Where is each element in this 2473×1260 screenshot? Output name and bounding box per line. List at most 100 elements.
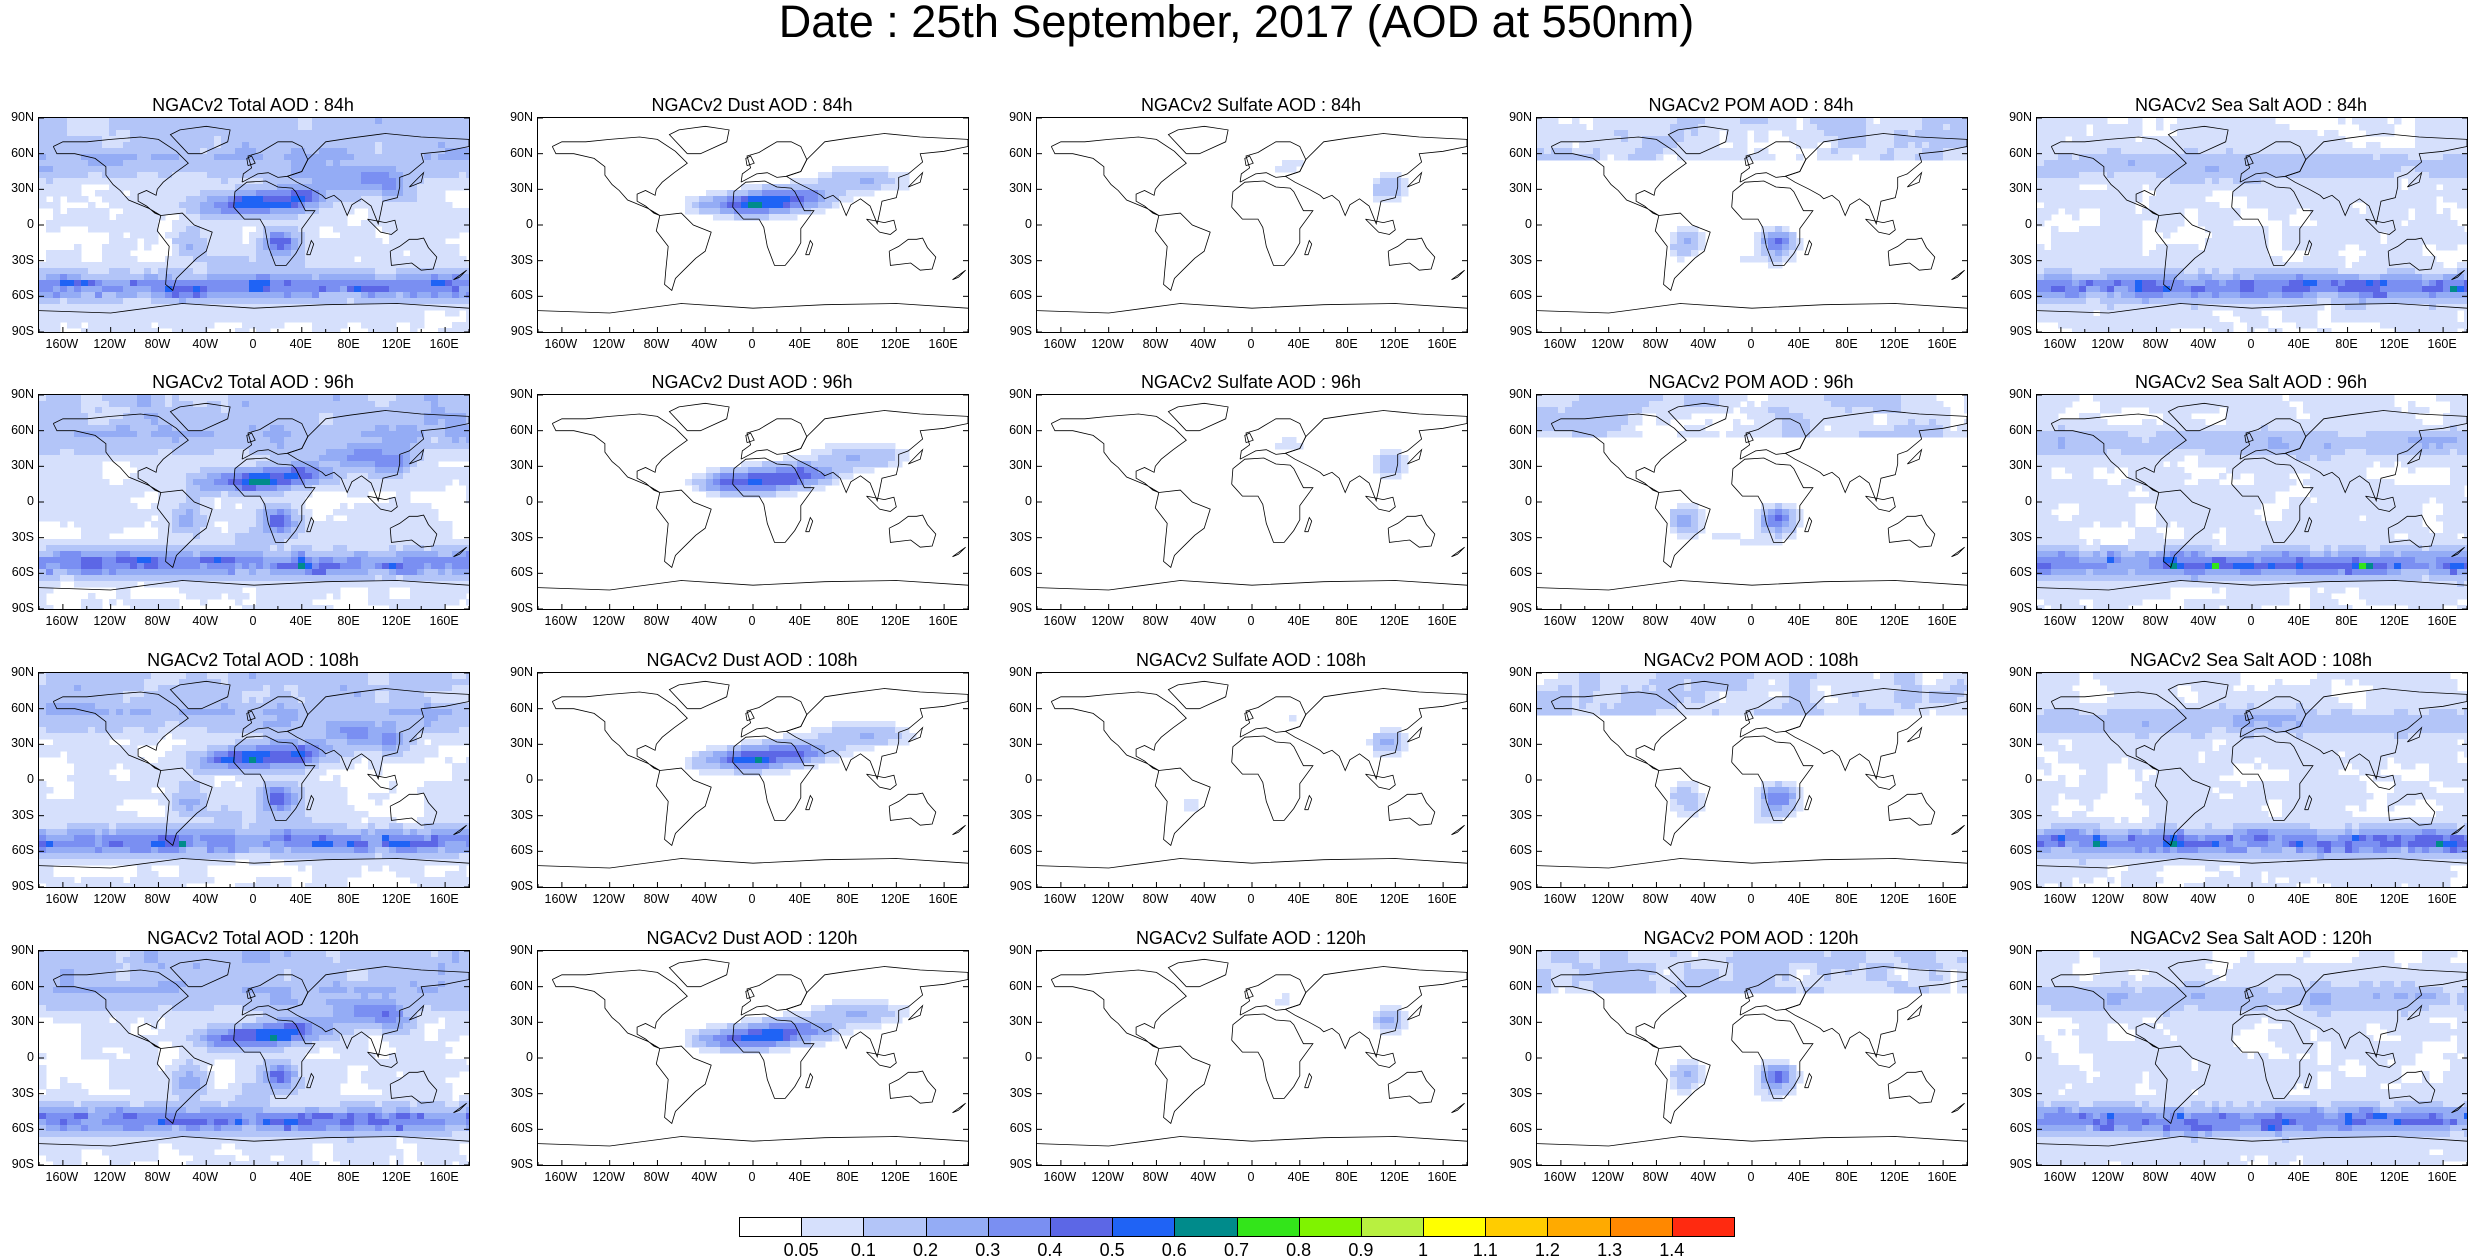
coastline [2365,495,2396,512]
lat-tick-label: 60N [1509,422,1532,437]
coastline [740,141,808,183]
lat-tick-label: 0 [1525,494,1532,508]
lon-tick-label: 120E [1879,892,1909,906]
coastline [1654,212,1711,292]
coastline [1537,1136,1967,1147]
coastline [2304,794,2313,811]
lon-tick-label: 40E [1787,337,1810,351]
coastline [2050,691,2187,771]
aod-field-svg [538,951,968,1165]
lat-tick-label: 0 [27,494,34,508]
lat-tick-label: 30N [2009,458,2032,473]
coastline [1804,1072,1813,1089]
lon-tick-label: 160E [1927,892,1957,906]
lat-tick-label: 90N [11,665,34,679]
coastline [233,180,316,266]
lon-tick-label: 40W [691,1170,718,1184]
coastline [1154,489,1211,569]
lon-tick-label: 120W [1091,1170,1124,1184]
coastline [287,410,469,503]
lat-tick-label: 30N [1509,181,1532,196]
colorbar-label: 0.9 [1348,1240,1374,1260]
lat-tick-label: 90S [510,601,533,615]
lon-tick-label: 40W [192,337,219,351]
colorbar-swatch [801,1217,865,1237]
lat-tick-label: 30N [2009,1014,2032,1029]
colorbar-swatch [1298,1217,1362,1237]
lat-tick-label: 0 [27,772,34,786]
lat-tick-label: 90N [1009,387,1032,401]
aod-field-svg [538,673,968,887]
lon-tick-label: 40W [1690,614,1717,628]
lon-tick-label: 40W [691,614,718,628]
lat-tick-label: 0 [2025,217,2032,231]
lon-tick-label: 160W [45,614,79,628]
lat-tick-label: 30S [11,529,34,544]
panel-title: NGACv2 Total AOD : 120h [147,928,359,948]
lat-tick-label: 30N [1509,458,1532,473]
aod-map [1036,394,1468,610]
coastline [246,155,256,166]
coastline [655,1045,712,1125]
panel-title: NGACv2 Sulfate AOD : 96h [1140,372,1362,392]
coastline [241,418,309,460]
lon-tick-label: 0 [1747,337,1755,351]
panel-title: NGACv2 POM AOD : 96h [1648,372,1854,392]
coastline [732,1013,815,1099]
coastline [52,969,189,1049]
coastline [908,1004,924,1021]
coastline [1537,858,1967,869]
lat-tick-label: 90N [510,665,533,679]
colorbar-swatch [863,1217,927,1237]
colorbar-label: 0.6 [1161,1240,1187,1260]
coastline [1231,735,1314,821]
lon-tick-label: 0 [1247,614,1255,628]
coastline [1304,794,1313,811]
lon-tick-label: 40E [1787,614,1810,628]
panel-title: NGACv2 Sea Salt AOD : 84h [2134,95,2368,115]
lat-tick-label: 90S [1509,324,1532,338]
colorbar-swatch [1360,1217,1425,1237]
lon-tick-label: 80E [2335,1170,2358,1184]
coastline [306,794,315,811]
coastline [1887,237,1936,271]
lon-tick-label: 40E [788,1170,811,1184]
lat-tick-label: 60S [11,1121,34,1136]
lon-tick-label: 40W [1690,892,1717,906]
lon-tick-label: 160W [45,1170,79,1184]
coastline [1407,1004,1423,1021]
coastline [1804,516,1813,533]
lon-tick-label: 40W [1190,1170,1217,1184]
lat-tick-label: 60N [1509,700,1532,715]
lat-tick-label: 60N [1009,978,1032,993]
coastline [1550,691,1687,771]
coastline [52,136,189,216]
lon-tick-label: 40W [1690,1170,1717,1184]
lon-tick-label: 120W [592,614,625,628]
coastline [1231,457,1314,543]
coastline [2285,688,2467,781]
coastline [786,966,968,1059]
coastline [805,516,814,533]
lon-tick-label: 0 [1247,892,1255,906]
coastline [1907,726,1923,743]
lat-tick-label: 0 [526,1050,533,1064]
lon-tick-label: 0 [249,614,257,628]
lat-tick-label: 30N [11,1014,34,1029]
lat-tick-label: 90N [1009,110,1032,124]
lat-tick-label: 90S [11,879,34,893]
coastline [233,457,316,543]
aod-field-svg [1537,118,1967,332]
coastline [1451,824,1465,836]
lon-tick-label: 0 [2247,614,2255,628]
coastline [241,974,309,1016]
lon-tick-label: 160E [1927,1170,1957,1184]
lon-tick-label: 160W [544,1170,578,1184]
colorbar-swatch [1671,1217,1735,1237]
lon-tick-label: 0 [2247,892,2255,906]
coastline [367,773,398,790]
aod-map [537,117,969,333]
lon-tick-label: 120E [880,1170,910,1184]
lat-tick-label: 0 [1025,217,1032,231]
coastline [241,141,309,183]
